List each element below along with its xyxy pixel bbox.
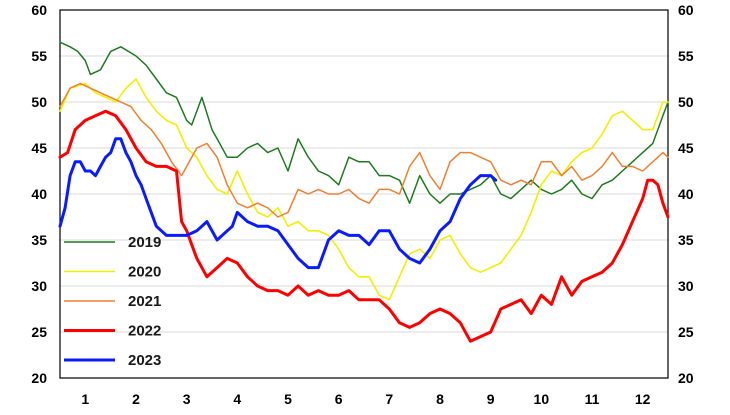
y-tick-label: 20 (31, 370, 47, 386)
series-line-2021 (59, 82, 669, 218)
series-line-2019 (59, 41, 669, 204)
y-tick-label: 60 (31, 2, 47, 18)
legend: 2019 2020 2021 2022 2023 (64, 234, 161, 369)
y-tick-label: 40 (678, 186, 694, 202)
y-tick-label: 25 (678, 324, 694, 340)
legend-label-2019: 2019 (128, 234, 161, 251)
x-tick-label: 3 (183, 391, 191, 407)
legend-label-2021: 2021 (128, 293, 161, 310)
legend-label-2023: 2023 (128, 352, 161, 369)
y-tick-label: 45 (31, 140, 47, 156)
legend-label-2020: 2020 (128, 264, 161, 281)
y-tick-label: 45 (678, 140, 694, 156)
y-tick-label: 30 (31, 278, 47, 294)
y-tick-label: 50 (678, 94, 694, 110)
x-axis: 1 2 3 4 5 6 7 8 9 10 11 12 (81, 391, 650, 407)
y-tick-label: 60 (678, 2, 694, 18)
y-tick-label: 30 (678, 278, 694, 294)
y-tick-label: 55 (31, 48, 47, 64)
x-tick-label: 7 (385, 391, 393, 407)
x-tick-label: 2 (132, 391, 140, 407)
x-tick-label: 6 (335, 391, 343, 407)
y-tick-label: 25 (31, 324, 47, 340)
series-line-2020 (59, 78, 669, 301)
legend-label-2022: 2022 (128, 323, 161, 340)
series-line-2023 (58, 137, 498, 270)
y-tick-label: 40 (31, 186, 47, 202)
x-tick-label: 8 (436, 391, 444, 407)
y-tick-label: 35 (678, 232, 694, 248)
x-tick-label: 12 (635, 391, 651, 407)
x-tick-label: 10 (534, 391, 550, 407)
series-lines (58, 41, 670, 343)
y-axis-left: 20 25 30 35 40 45 50 55 60 (31, 2, 47, 386)
y-axis-right: 20 25 30 35 40 45 50 55 60 (678, 2, 694, 386)
y-tick-label: 50 (31, 94, 47, 110)
x-tick-label: 11 (585, 391, 600, 407)
y-tick-label: 20 (678, 370, 694, 386)
y-tick-label: 55 (678, 48, 694, 64)
series-line-2022 (58, 109, 670, 343)
x-tick-label: 4 (233, 391, 241, 407)
plot-area (59, 9, 669, 379)
y-tick-label: 35 (31, 232, 47, 248)
x-tick-label: 9 (487, 391, 495, 407)
x-tick-label: 1 (81, 391, 89, 407)
x-tick-label: 5 (284, 391, 292, 407)
